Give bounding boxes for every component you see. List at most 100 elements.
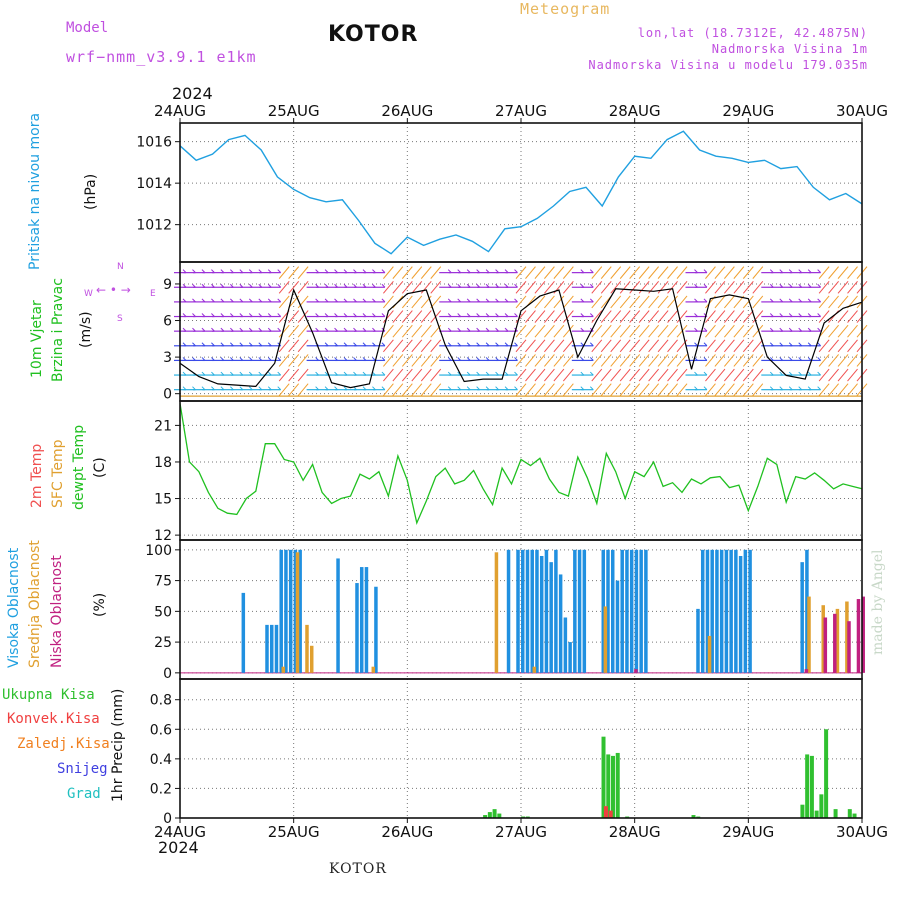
wind-barb bbox=[411, 295, 423, 309]
wind-barb bbox=[610, 295, 622, 309]
wind-barb bbox=[724, 368, 735, 382]
wind-barb bbox=[411, 280, 423, 294]
wind-barb bbox=[733, 339, 745, 353]
wind-barb bbox=[610, 266, 622, 279]
wind-barb bbox=[847, 266, 858, 279]
wind-barb bbox=[705, 339, 716, 353]
wind-barb bbox=[420, 324, 432, 338]
wind-barb bbox=[657, 310, 669, 323]
wind-barb bbox=[589, 386, 594, 391]
wind-barb bbox=[381, 342, 386, 347]
wind-barb bbox=[514, 283, 518, 288]
wind-barb bbox=[515, 368, 527, 382]
wind-barb bbox=[629, 310, 641, 323]
wind-barb bbox=[837, 324, 849, 338]
y-tick-label: 1016 bbox=[136, 135, 172, 151]
date-tick-label-bottom: 28AUG bbox=[609, 823, 661, 841]
cloud-bar bbox=[568, 642, 572, 673]
compass-w-label: W bbox=[84, 289, 93, 299]
cloud-bar bbox=[719, 549, 724, 673]
wind-barb bbox=[724, 310, 735, 323]
wind-barb bbox=[515, 339, 527, 353]
wind-barb bbox=[667, 310, 678, 323]
precip-bar bbox=[497, 813, 502, 818]
cloud-bar bbox=[734, 549, 738, 673]
date-tick-label-bottom: 26AUG bbox=[381, 823, 433, 841]
cloud-bar bbox=[800, 562, 804, 673]
wind-barb bbox=[411, 354, 423, 367]
wind-barb bbox=[297, 266, 309, 279]
wind-barb bbox=[288, 354, 300, 367]
wind-barb bbox=[648, 266, 659, 279]
wind-barb bbox=[392, 339, 404, 353]
wind-barb bbox=[724, 324, 735, 338]
wind-barb bbox=[657, 339, 669, 353]
wind-barb bbox=[277, 313, 282, 317]
wind-barb bbox=[657, 368, 669, 382]
wind-barb bbox=[392, 368, 404, 382]
y-tick-label: 0 bbox=[163, 811, 172, 827]
y-tick-label: 9 bbox=[163, 277, 172, 293]
wind-barb bbox=[817, 386, 821, 391]
wind-barb bbox=[392, 383, 404, 397]
wind-barb bbox=[553, 383, 565, 397]
wind-barb bbox=[534, 280, 546, 294]
wind-barb bbox=[591, 368, 603, 382]
wind-barb bbox=[610, 339, 622, 353]
cloud-bar bbox=[269, 624, 274, 673]
wind-barb bbox=[667, 383, 678, 397]
wind-barb bbox=[703, 386, 708, 391]
wind-barb bbox=[733, 266, 745, 279]
wind-barb bbox=[553, 354, 565, 367]
wind-barb bbox=[562, 383, 574, 397]
wind-barb bbox=[817, 283, 821, 288]
wind-barb bbox=[648, 295, 659, 309]
cloud-bar bbox=[241, 592, 246, 673]
cloud-bar bbox=[364, 567, 369, 673]
wind-barb bbox=[752, 383, 764, 397]
wind-barb bbox=[619, 280, 631, 294]
wind-barb bbox=[724, 280, 735, 294]
wind-barb bbox=[667, 266, 678, 279]
cloud-bar bbox=[804, 669, 809, 673]
y-tick-label: 75 bbox=[154, 574, 172, 590]
wind-barb bbox=[553, 310, 565, 323]
wind-barb bbox=[589, 342, 594, 347]
wind-barb bbox=[534, 324, 546, 338]
wind-barb bbox=[534, 368, 546, 382]
model-name: wrf−nmm_v3.9.1 e1km bbox=[66, 48, 257, 66]
wind-barb bbox=[837, 310, 849, 323]
cloud-bar bbox=[532, 666, 537, 673]
compass-arrows-icon: ← • → bbox=[96, 283, 131, 297]
y-tick-label: 50 bbox=[154, 604, 172, 620]
panel-frames bbox=[179, 122, 863, 819]
wind-barb bbox=[676, 280, 688, 294]
cloud-bar bbox=[535, 549, 539, 673]
wind-barb bbox=[629, 339, 641, 353]
wind-barb bbox=[742, 310, 754, 323]
wind-barb bbox=[534, 266, 546, 279]
wind-barb bbox=[288, 383, 300, 397]
wind-barb bbox=[629, 368, 641, 382]
wind-barb bbox=[752, 324, 764, 338]
wind-barb bbox=[515, 324, 527, 338]
wind-barb bbox=[742, 280, 754, 294]
cloud-bar bbox=[549, 562, 553, 673]
wind-barb bbox=[714, 383, 726, 397]
wind-barb bbox=[278, 368, 290, 382]
wind-barb bbox=[828, 339, 839, 353]
wind-barb bbox=[589, 269, 594, 273]
cloud-bar bbox=[743, 549, 748, 673]
wind-barb bbox=[676, 295, 688, 309]
wind-barb bbox=[401, 324, 413, 338]
cloud-bar bbox=[634, 669, 638, 673]
wind-barb bbox=[648, 324, 659, 338]
wind-barb bbox=[657, 324, 669, 338]
wind-barb bbox=[742, 354, 754, 367]
cloud-bar bbox=[539, 555, 544, 673]
y-tick-label: 6 bbox=[163, 314, 172, 330]
wind-barb bbox=[591, 339, 603, 353]
wind-barb bbox=[515, 280, 527, 294]
y-tick-label: 1012 bbox=[136, 218, 172, 234]
wind-barb bbox=[562, 266, 574, 279]
